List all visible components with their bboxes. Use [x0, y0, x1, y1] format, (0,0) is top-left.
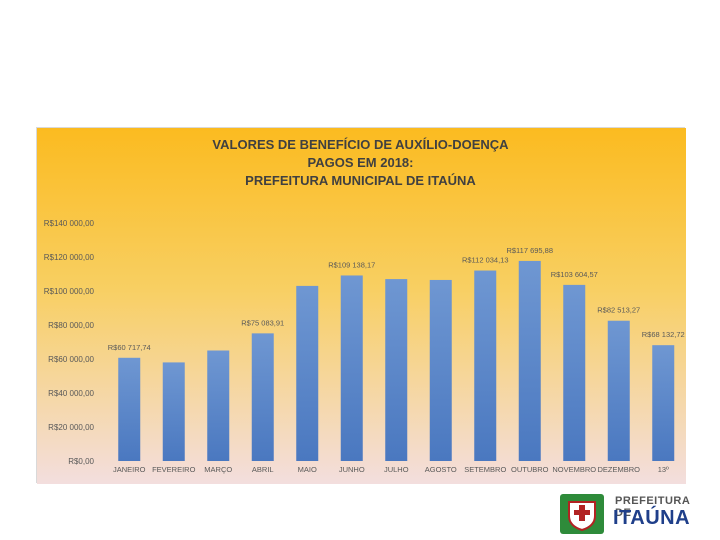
bar — [429, 279, 452, 461]
x-tick-label: JANEIRO — [113, 465, 146, 474]
bar — [340, 275, 363, 461]
chart-title-line-3: PREFEITURA MUNICIPAL DE ITAÚNA — [245, 173, 476, 188]
bar — [162, 362, 185, 461]
logo-main-text: ITAÚNA — [613, 507, 691, 529]
bar — [385, 279, 408, 461]
prefeitura-logo: PREFEITURA DE ITAÚNA — [553, 492, 705, 536]
bar — [474, 270, 497, 461]
bar-chart: R$0,00 R$20 000,00 R$40 000,00 R$60 000,00 R… — [37, 128, 686, 484]
x-tick-label: DEZEMBRO — [597, 465, 640, 474]
y-tick-label: R$120 000,00 — [44, 253, 95, 262]
x-tick-label: AGOSTO — [425, 465, 457, 474]
x-tick-label: SETEMBRO — [464, 465, 506, 474]
bar — [251, 333, 274, 461]
y-tick-label: R$140 000,00 — [44, 219, 95, 228]
data-label: R$117 695,88 — [506, 246, 553, 255]
x-tick-label: 13º — [658, 465, 669, 474]
data-label: R$112 034,13 — [462, 256, 509, 265]
y-tick-label: R$80 000,00 — [48, 321, 94, 330]
coat-of-arms-icon — [560, 494, 604, 534]
bar — [118, 357, 141, 461]
data-label: R$82 513,27 — [597, 306, 640, 315]
chart-title-line-2: PAGOS EM 2018: — [307, 155, 414, 170]
y-tick-label: R$0,00 — [68, 457, 94, 466]
x-tick-label: ABRIL — [252, 465, 274, 474]
x-tick-label: NOVEMBRO — [552, 465, 596, 474]
data-label: R$75 083,91 — [241, 318, 284, 327]
x-tick-label: MARÇO — [204, 465, 232, 474]
y-tick-label: R$60 000,00 — [48, 355, 94, 364]
bar — [207, 350, 230, 461]
data-label: R$60 717,74 — [108, 343, 151, 352]
y-tick-label: R$20 000,00 — [48, 423, 94, 432]
x-tick-label: JUNHO — [339, 465, 365, 474]
chart-title-line-1: VALORES DE BENEFÍCIO DE AUXÍLIO-DOENÇA — [212, 137, 509, 152]
y-tick-label: R$40 000,00 — [48, 389, 94, 398]
data-label: R$103 604,57 — [551, 270, 598, 279]
x-tick-label: OUTUBRO — [511, 465, 549, 474]
bar — [607, 320, 630, 461]
chart-frame: R$0,00 R$20 000,00 R$40 000,00 R$60 000,00 R… — [36, 127, 686, 484]
y-tick-label: R$100 000,00 — [44, 287, 95, 296]
logo-top-text: PREFEITURA DE — [615, 495, 690, 519]
data-label: R$68 132,72 — [642, 330, 685, 339]
x-tick-label: JULHO — [384, 465, 409, 474]
bar — [652, 345, 675, 461]
x-tick-label: FEVEREIRO — [152, 465, 196, 474]
data-label: R$109 138,17 — [328, 260, 375, 269]
x-tick-label: MAIO — [298, 465, 317, 474]
bar — [296, 285, 319, 461]
bar — [518, 260, 541, 461]
bar — [563, 284, 586, 461]
